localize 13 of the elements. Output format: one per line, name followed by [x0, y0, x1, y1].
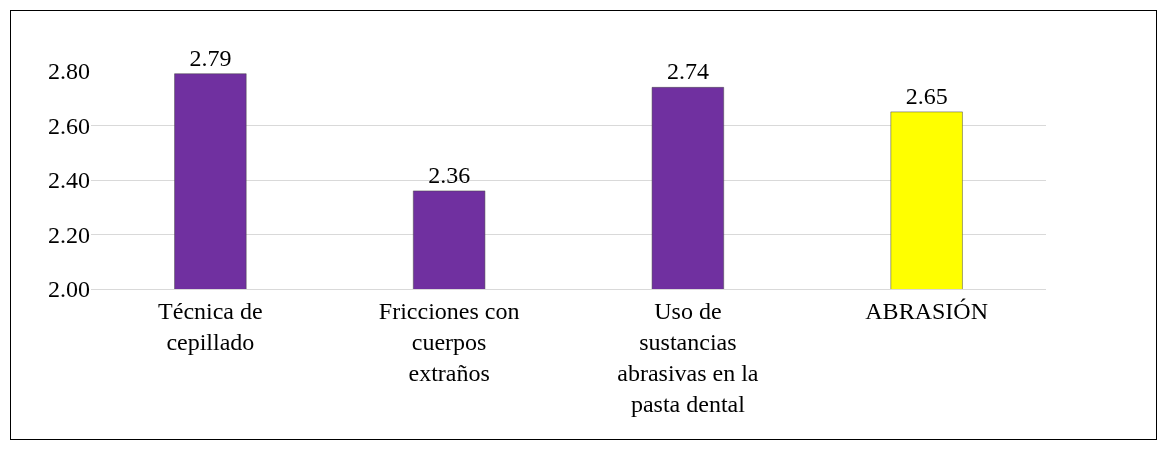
data-label: 2.65 [905, 82, 948, 109]
y-tick-label: 2.60 [48, 112, 90, 139]
data-label: 2.79 [189, 44, 232, 71]
x-tick-label: Uso de sustancias abrasivas en la pasta dental [617, 297, 759, 418]
x-tick-label: Fricciones con cuerpos extraños [378, 297, 520, 387]
y-tick-label: 2.40 [48, 167, 90, 194]
y-tick-label: 2.80 [48, 58, 90, 85]
x-tick-label: ABRASIÓN [865, 297, 988, 324]
y-tick-label: 2.00 [48, 276, 90, 303]
data-label: 2.74 [666, 58, 709, 85]
x-tick-label: Técnica de cepillado [158, 297, 263, 355]
y-tick-label: 2.20 [48, 221, 90, 248]
data-label: 2.36 [428, 161, 471, 188]
